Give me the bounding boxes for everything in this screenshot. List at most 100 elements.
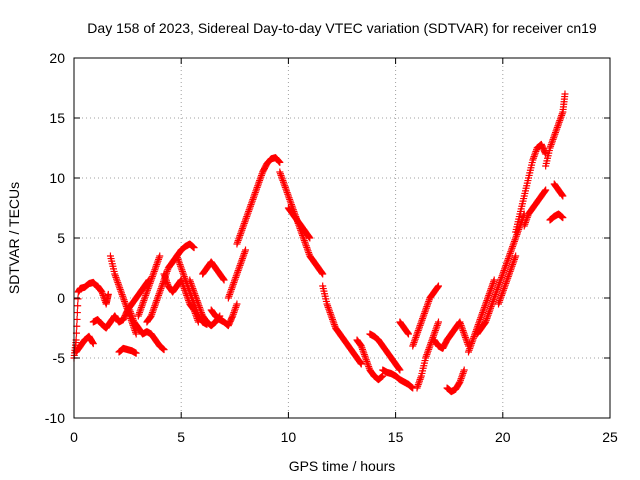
data-point <box>227 287 235 295</box>
data-point <box>496 279 504 287</box>
data-point <box>427 340 435 348</box>
data-point <box>463 337 471 345</box>
data-point <box>154 257 162 265</box>
data-point <box>415 379 423 387</box>
data-point <box>420 311 428 319</box>
data-point <box>420 309 428 317</box>
data-point <box>187 279 195 287</box>
data-point <box>151 264 159 272</box>
data-point <box>238 226 246 234</box>
data-point <box>360 349 368 357</box>
series-arc2 <box>72 332 97 356</box>
data-point <box>434 318 442 326</box>
data-point <box>460 368 468 376</box>
data-point <box>156 286 164 294</box>
data-point <box>242 214 250 222</box>
data-point <box>121 299 129 307</box>
data-point <box>466 343 474 351</box>
data-point <box>126 306 134 314</box>
data-point <box>559 214 567 222</box>
data-point <box>233 300 241 308</box>
data-point <box>431 328 439 336</box>
data-point <box>458 371 466 379</box>
data-point <box>159 279 167 287</box>
data-point <box>152 298 160 306</box>
data-point <box>180 273 188 281</box>
data-point <box>460 330 468 338</box>
data-point <box>155 255 163 263</box>
data-point <box>275 157 283 165</box>
data-point <box>480 303 488 311</box>
data-point <box>507 266 515 274</box>
data-point <box>502 260 510 268</box>
data-point <box>98 290 106 298</box>
data-point <box>148 273 156 281</box>
data-point <box>305 233 313 241</box>
data-point <box>359 347 367 355</box>
y-axis-label: SDTVAR / TECUs <box>6 182 22 294</box>
data-point <box>500 285 508 293</box>
series-arc36 <box>550 180 567 200</box>
data-point <box>501 263 509 271</box>
data-point <box>287 201 295 209</box>
data-point <box>548 139 556 147</box>
data-point <box>228 284 236 292</box>
series-arc9 <box>134 252 164 320</box>
data-point <box>253 185 261 193</box>
data-point <box>423 349 431 357</box>
data-point <box>501 281 509 289</box>
data-point <box>411 335 419 343</box>
data-point <box>147 276 155 284</box>
x-tick-label: 15 <box>388 429 404 445</box>
data-point <box>483 295 491 303</box>
data-point <box>547 141 555 149</box>
data-point <box>328 314 336 322</box>
data-point <box>395 364 403 372</box>
data-point <box>361 352 369 360</box>
data-point <box>279 178 287 186</box>
data-point <box>457 320 465 328</box>
data-point <box>482 318 490 326</box>
data-point <box>136 309 144 317</box>
data-point <box>499 288 507 296</box>
data-point <box>327 312 335 320</box>
axes: 0 5 10 15 20 25 -10 -5 0 5 10 15 20 <box>45 50 618 445</box>
series-arc32 <box>512 140 550 236</box>
data-point <box>457 375 465 383</box>
data-point <box>238 225 246 233</box>
data-point <box>502 279 510 287</box>
data-point <box>498 291 506 299</box>
data-point <box>508 262 516 270</box>
data-point <box>240 249 248 257</box>
data-point <box>112 273 120 281</box>
data-point <box>486 306 494 314</box>
data-point <box>256 175 264 183</box>
data-point <box>504 273 512 281</box>
data-point <box>229 310 237 318</box>
data-point <box>417 374 425 382</box>
data-point <box>520 222 528 230</box>
data-point <box>512 252 520 260</box>
data-point <box>150 269 158 277</box>
data-point <box>490 278 498 286</box>
data-point <box>461 332 469 340</box>
data-marks <box>70 90 569 396</box>
data-point <box>132 330 140 338</box>
y-tick-label: -10 <box>45 410 65 426</box>
data-point <box>246 204 254 212</box>
data-point <box>423 301 431 309</box>
data-point <box>484 293 492 301</box>
data-point <box>247 201 255 209</box>
data-point <box>231 305 239 313</box>
data-point <box>276 168 284 176</box>
data-point <box>162 277 170 285</box>
data-point <box>324 302 332 310</box>
data-point <box>413 384 421 392</box>
data-point <box>104 290 112 298</box>
data-point <box>489 297 497 305</box>
data-point <box>329 317 337 325</box>
data-point <box>478 310 486 318</box>
data-point <box>235 233 243 241</box>
data-point <box>232 303 240 311</box>
data-point <box>300 237 308 245</box>
